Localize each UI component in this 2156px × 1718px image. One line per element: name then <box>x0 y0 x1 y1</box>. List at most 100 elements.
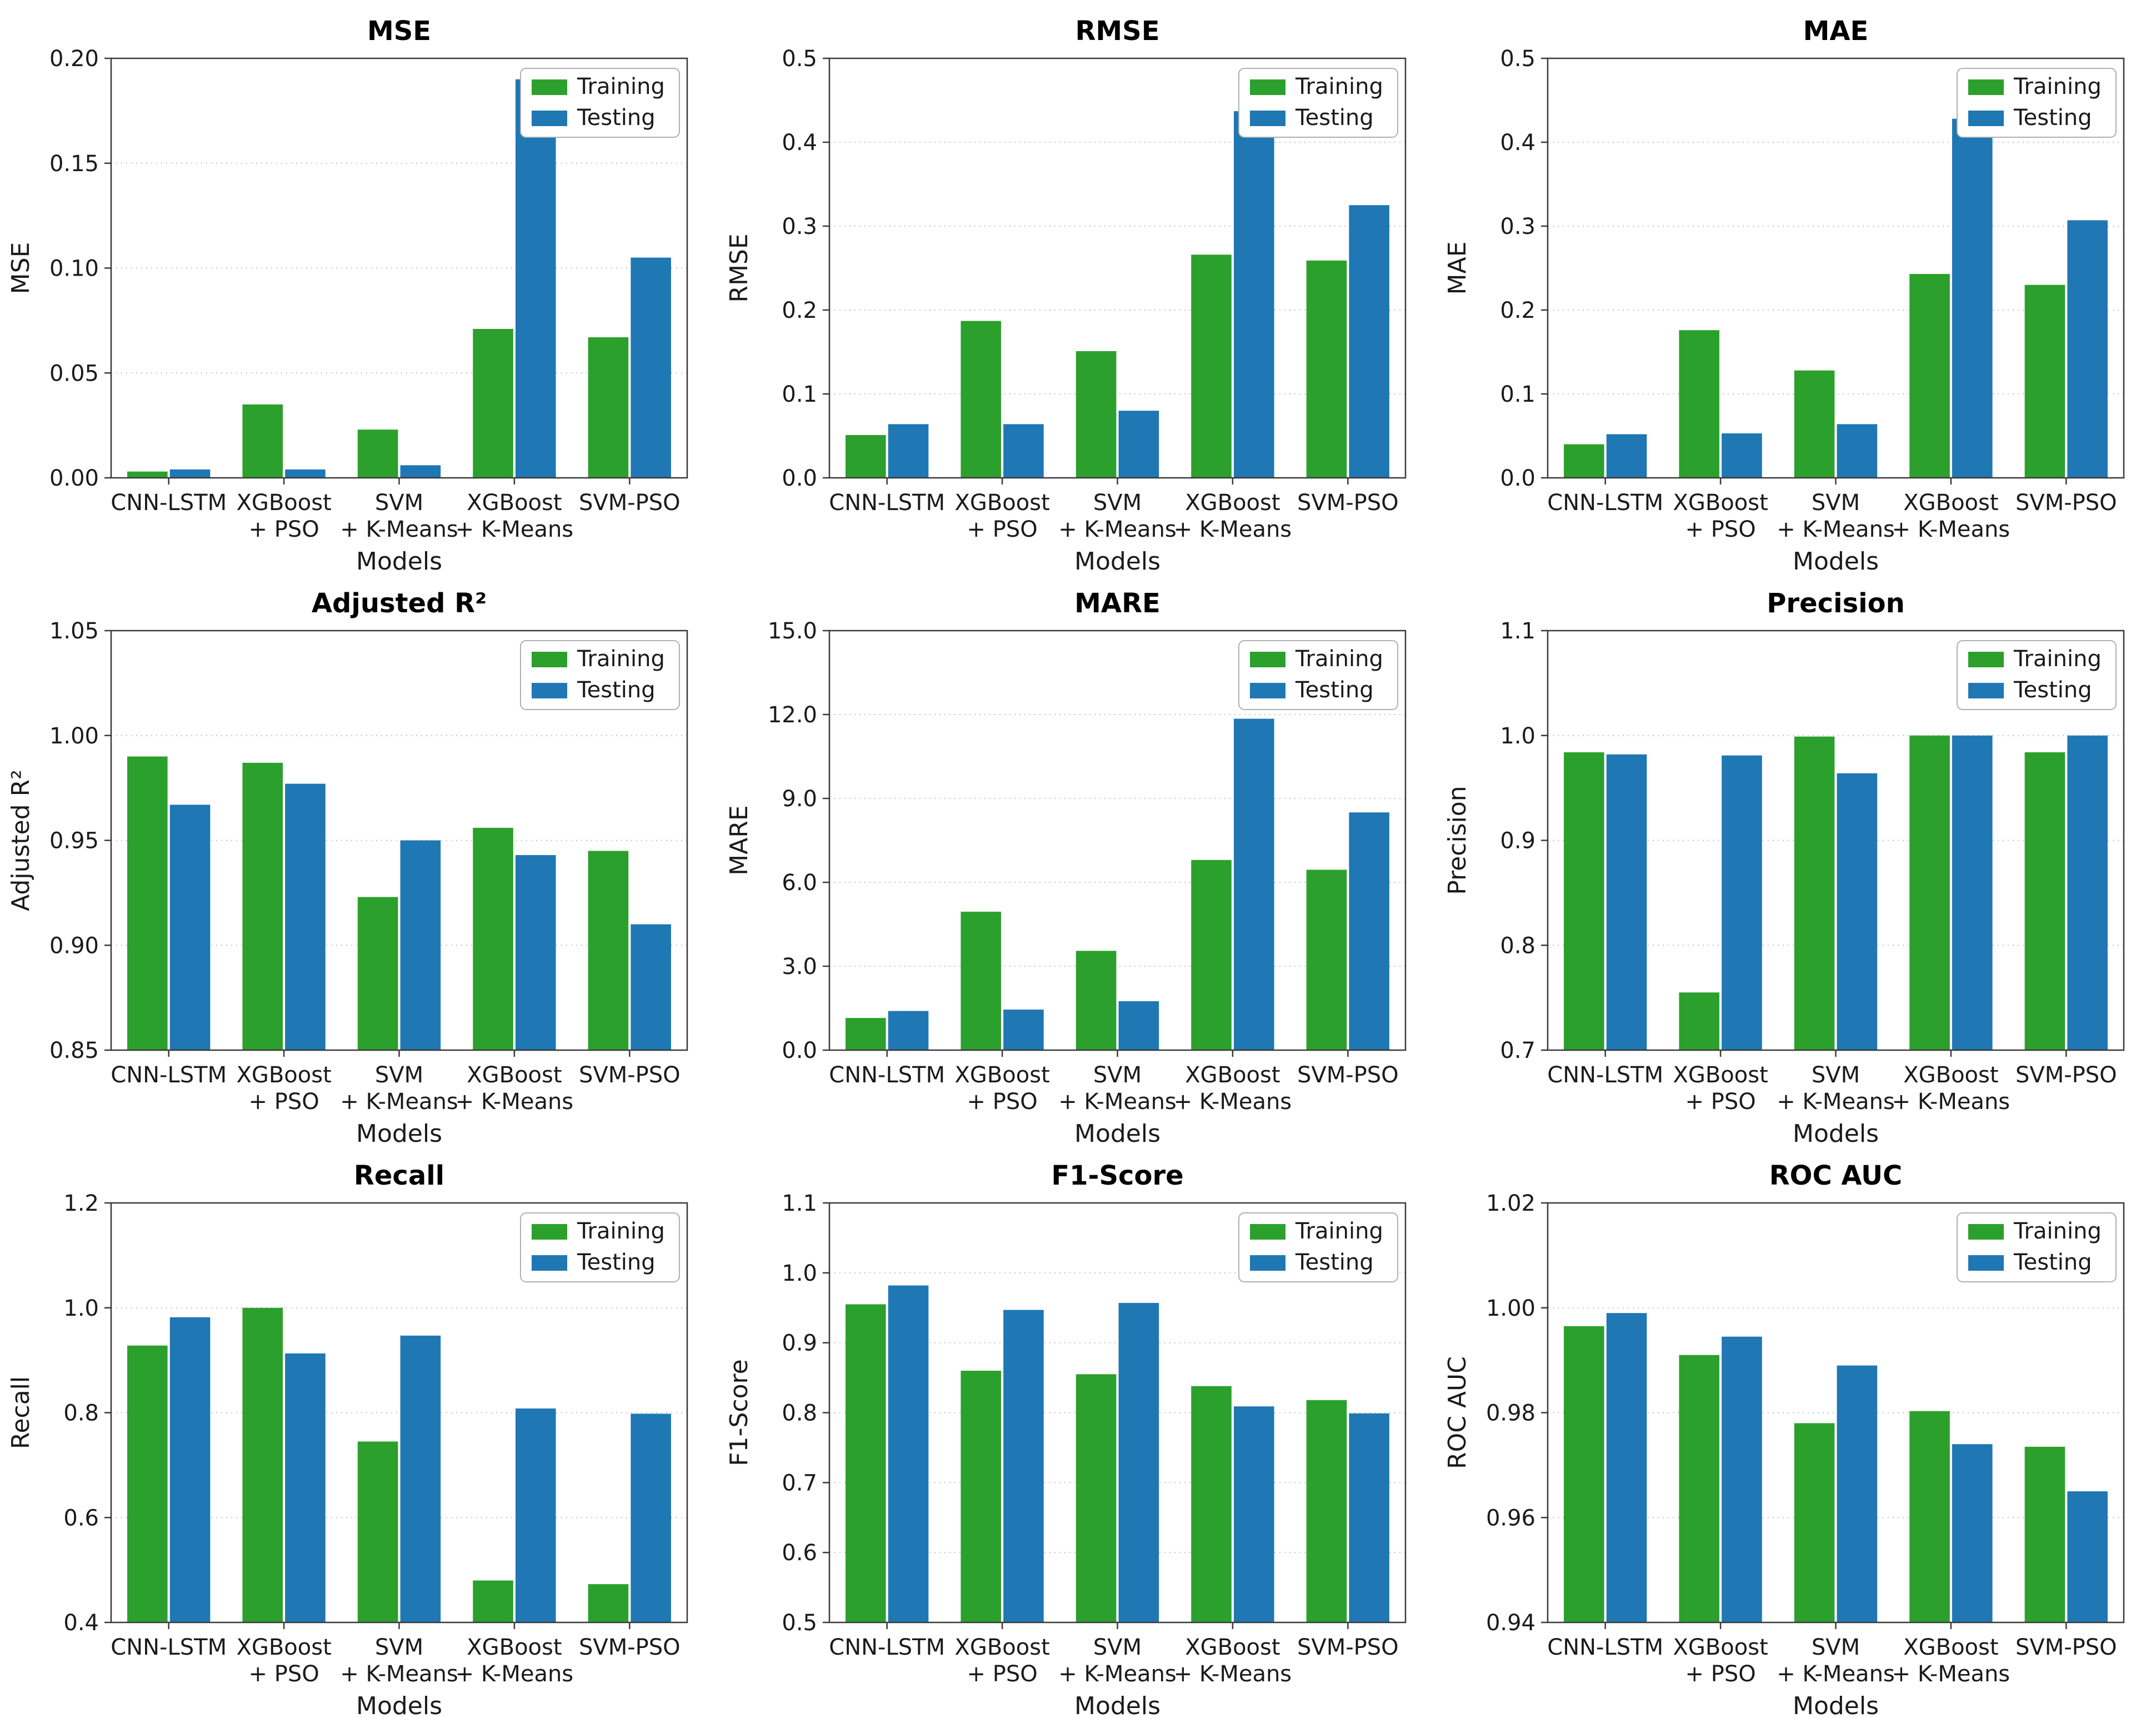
bar-testing-XGBoost + PSO <box>1003 424 1044 478</box>
chart-title: Precision <box>1767 588 1904 619</box>
legend-swatch-testing <box>1250 111 1285 126</box>
x-axis-label: Models <box>1793 1692 1879 1717</box>
bar-testing-XGBoost + K-Means <box>1233 1406 1274 1622</box>
bar-training-CNN-LSTM <box>127 756 168 1050</box>
y-tick-label: 0.6 <box>63 1505 99 1531</box>
bar-testing-XGBoost + PSO <box>285 469 326 478</box>
y-axis-label: Adjusted R² <box>7 770 35 911</box>
bar-training-SVM-PSO <box>588 1584 629 1622</box>
x-tick-label: XGBoost + PSO <box>954 1635 1049 1687</box>
y-tick-label: 0.8 <box>1500 933 1535 958</box>
legend-label-training: Training <box>1295 74 1383 99</box>
y-axis-label: F1-Score <box>725 1359 753 1466</box>
bar-testing-CNN-LSTM <box>888 1285 929 1622</box>
legend-swatch-testing <box>1968 111 2004 126</box>
x-tick-label: SVM + K-Means <box>1777 490 1895 542</box>
bar-training-SVM + K-Means <box>357 430 398 478</box>
x-tick-label: SVM + K-Means <box>1058 1635 1177 1687</box>
legend-swatch-training <box>1250 1224 1285 1240</box>
x-tick-label: XGBoost + K-Means <box>456 1635 574 1687</box>
chart-title: Recall <box>354 1160 444 1191</box>
x-tick-label: SVM + K-Means <box>340 1635 458 1687</box>
bar-training-CNN-LSTM <box>846 435 886 478</box>
bar-testing-CNN-LSTM <box>1606 1313 1647 1622</box>
legend-swatch-testing <box>532 111 567 126</box>
y-tick-label: 0.96 <box>1486 1505 1535 1531</box>
y-tick-label: 1.1 <box>782 1191 817 1216</box>
chart-canvas: 0.0 3.0 6.0 9.0 12.0 15.0 CNN-LSTM XGBoost + PSO… <box>725 588 1407 1145</box>
chart-canvas: 0.94 0.96 0.98 1.00 1.02 CNN-LSTM XGBoost + PSO… <box>1443 1160 2125 1717</box>
bar-training-XGBoost + PSO <box>1679 330 1720 478</box>
bar-testing-SVM-PSO <box>2067 1491 2108 1622</box>
chart-canvas: 0.00 0.05 0.10 0.15 0.20 CNN-LSTM XGBoost + PSO… <box>7 16 688 572</box>
x-tick-label: CNN-LSTM <box>1547 1062 1663 1088</box>
y-tick-label: 0.98 <box>1486 1401 1535 1426</box>
x-tick-label: SVM-PSO <box>2015 490 2117 516</box>
y-tick-label: 1.2 <box>63 1191 99 1216</box>
legend-swatch-training <box>1250 79 1285 95</box>
x-tick-label: SVM + K-Means <box>340 490 458 542</box>
chart-canvas: 0.5 0.6 0.7 0.8 0.9 1.0 1.1 CNN-LSTM XGBoost + PS… <box>725 1160 1407 1717</box>
legend-label-testing: Testing <box>2013 1250 2092 1275</box>
x-tick-label: SVM-PSO <box>2015 1062 2117 1088</box>
legend-swatch-training <box>1968 1224 2004 1240</box>
y-tick-label: 0.10 <box>49 256 99 282</box>
x-axis-label: Models <box>1793 1120 1879 1145</box>
x-tick-label: CNN-LSTM <box>829 1062 945 1088</box>
bar-testing-SVM-PSO <box>1349 205 1389 478</box>
bar-testing-CNN-LSTM <box>169 469 211 478</box>
x-axis-label: Models <box>1793 547 1879 572</box>
y-axis-label: RMSE <box>725 233 753 302</box>
bar-training-XGBoost + PSO <box>242 404 283 478</box>
y-tick-label: 1.0 <box>782 1261 817 1286</box>
bar-testing-CNN-LSTM <box>888 1011 929 1050</box>
bar-training-SVM + K-Means <box>1076 351 1117 478</box>
x-tick-label: CNN-LSTM <box>829 1635 945 1660</box>
x-tick-label: XGBoost + K-Means <box>456 1062 574 1115</box>
y-tick-label: 0.8 <box>782 1401 817 1426</box>
bar-training-XGBoost + PSO <box>961 911 1002 1050</box>
bar-testing-SVM-PSO <box>631 1414 671 1622</box>
y-tick-label: 1.00 <box>49 723 99 749</box>
y-axis-label: Recall <box>7 1376 35 1449</box>
y-tick-label: 0.6 <box>782 1540 817 1566</box>
x-tick-label: XGBoost + PSO <box>236 1635 331 1687</box>
bar-testing-SVM + K-Means <box>1837 424 1878 478</box>
bar-training-XGBoost + K-Means <box>1909 1411 1950 1622</box>
legend-label-testing: Testing <box>577 1250 656 1275</box>
x-tick-label: XGBoost + PSO <box>954 1062 1049 1115</box>
bar-testing-CNN-LSTM <box>169 805 211 1050</box>
bar-training-SVM + K-Means <box>1794 736 1835 1050</box>
x-tick-label: XGBoost + PSO <box>236 1062 331 1115</box>
y-tick-label: 0.3 <box>1500 214 1535 239</box>
y-tick-label: 15.0 <box>768 618 817 644</box>
y-tick-label: 0.3 <box>782 214 817 239</box>
bar-testing-XGBoost + K-Means <box>1952 735 1993 1050</box>
y-tick-label: 0.1 <box>782 382 817 407</box>
bar-testing-SVM-PSO <box>2067 220 2108 478</box>
legend-label-testing: Testing <box>2013 677 2092 703</box>
y-tick-label: 6.0 <box>782 870 817 896</box>
bar-testing-SVM-PSO <box>1349 812 1389 1050</box>
y-tick-label: 9.0 <box>782 786 817 812</box>
y-tick-label: 0.7 <box>782 1470 817 1496</box>
bar-testing-XGBoost + PSO <box>285 1353 326 1622</box>
bar-testing-XGBoost + K-Means <box>515 855 556 1050</box>
bar-testing-CNN-LSTM <box>1606 434 1647 478</box>
x-tick-label: SVM + K-Means <box>1777 1635 1895 1687</box>
y-tick-label: 0.4 <box>1500 130 1535 156</box>
bar-testing-XGBoost + PSO <box>1003 1010 1044 1050</box>
y-tick-label: 1.1 <box>1500 618 1535 644</box>
legend-swatch-training <box>532 1224 567 1240</box>
y-tick-label: 0.0 <box>1500 466 1535 491</box>
x-tick-label: SVM + K-Means <box>1777 1062 1895 1115</box>
x-tick-label: XGBoost + K-Means <box>1892 490 2010 542</box>
bar-testing-XGBoost + PSO <box>1722 755 1762 1050</box>
bar-training-XGBoost + K-Means <box>473 1580 513 1622</box>
bar-training-SVM + K-Means <box>357 1441 398 1622</box>
x-tick-label: SVM-PSO <box>579 1635 681 1660</box>
y-axis-label: ROC AUC <box>1443 1356 1472 1469</box>
